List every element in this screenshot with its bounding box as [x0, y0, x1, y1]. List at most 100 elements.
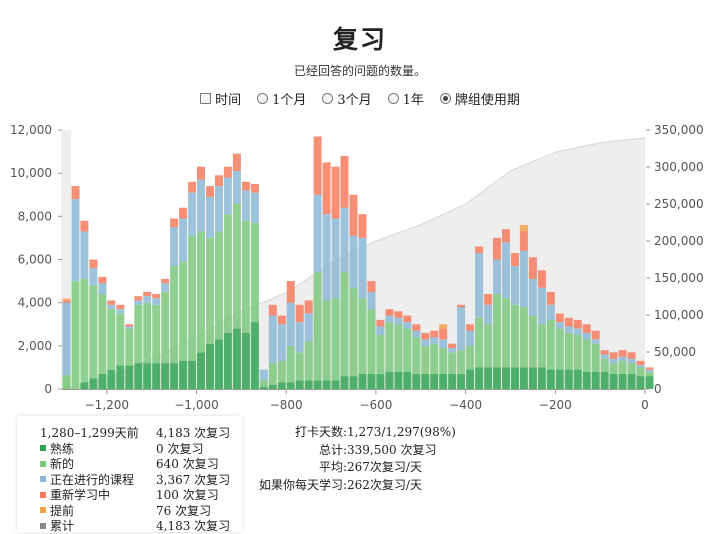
bar-segment-mature	[241, 332, 250, 389]
range-option-time[interactable]: 时间	[200, 89, 241, 108]
tooltip-row-label: 累计	[50, 519, 75, 534]
bar-segment-young	[170, 266, 179, 364]
bar-segment-young	[197, 231, 205, 353]
bar-segment-learning	[618, 356, 627, 361]
y2-tick-label: 50,000	[654, 345, 696, 359]
bar-segment-young	[232, 203, 241, 329]
bar-segment-relearn	[448, 343, 457, 348]
chart-subtitle: 已经回答的问题的数量。	[293, 64, 426, 78]
checkbox-icon[interactable]	[200, 93, 212, 104]
stat-value: 267次复习/天	[347, 460, 422, 474]
bar-segment-relearn	[358, 214, 367, 238]
bar-segment-learning	[367, 291, 376, 310]
bar-segment-young	[286, 345, 295, 383]
bar-segment-mature	[493, 367, 501, 389]
bar-segment-relearn	[484, 294, 493, 305]
bar-segment-young	[125, 328, 134, 366]
bar-segment-mature	[502, 367, 510, 389]
bar-segment-mature	[394, 371, 403, 389]
bar-segment-relearn	[582, 324, 591, 333]
range-option-label: 牌组使用期	[454, 93, 520, 108]
bar-segment-relearn	[475, 246, 484, 253]
bar-segment-learning	[466, 330, 475, 346]
bar-segment-early	[519, 225, 528, 232]
bar-segment-learning	[161, 283, 170, 292]
radio-icon[interactable]	[257, 93, 269, 104]
bar-segment-learning	[439, 339, 448, 348]
tooltip-row-cumulative: 累计 4,183 次复习	[40, 518, 236, 534]
bar-segment-relearn	[295, 304, 304, 323]
bar-segment-learning	[331, 218, 340, 299]
bar-segment-relearn	[546, 291, 555, 305]
learning-swatch	[40, 476, 46, 483]
radio-selected-icon[interactable]	[439, 93, 451, 104]
bar-segment-relearn	[537, 270, 546, 288]
range-option-3-months[interactable]: 3个月	[322, 89, 372, 108]
bar-segment-relearn	[215, 175, 223, 187]
range-option-1-year[interactable]: 1年	[387, 89, 424, 108]
bar-segment-mature	[511, 367, 519, 389]
bar-segment-mature	[161, 363, 170, 389]
tooltip-row-value: 76 次复习	[156, 503, 212, 518]
tooltip-row-label: 正在进行的课程	[50, 472, 135, 487]
bar-segment-relearn	[340, 155, 349, 208]
y-tick-label: 8,000	[18, 209, 52, 223]
tooltip-row-young: 新的 640 次复习	[40, 456, 236, 472]
bar-segment-learning	[206, 196, 214, 238]
bar-segment-mature	[188, 360, 197, 389]
bar-segment-relearn	[161, 278, 170, 284]
range-option-1-month[interactable]: 1个月	[257, 89, 306, 108]
bar-segment-learning	[609, 358, 618, 364]
radio-icon[interactable]	[322, 93, 334, 104]
bar-segment-mature	[358, 373, 367, 389]
bar-segment-learning	[484, 304, 493, 325]
bar-segment-young	[475, 317, 484, 368]
bar-segment-young	[215, 231, 223, 340]
bar-segment-mature	[232, 328, 241, 389]
bar-segment-learning	[322, 214, 331, 301]
radio-icon[interactable]	[387, 93, 399, 104]
bar-segment-relearn	[564, 317, 573, 327]
bar-segment-learning	[475, 253, 484, 318]
stat-days-studied: 打卡天数: 1,273/1,297(98%)	[250, 424, 456, 442]
tooltip-row-value: 640 次复习	[156, 457, 219, 472]
range-option-deck-life[interactable]: 牌组使用期	[439, 89, 520, 108]
bar-segment-mature	[134, 363, 143, 389]
bar-segment-young	[304, 341, 313, 381]
bar-segment-mature	[412, 373, 421, 389]
bar-segment-young	[412, 337, 421, 374]
bar-segment-relearn	[645, 367, 654, 370]
bar-segment-mature	[528, 367, 537, 389]
bar-segment-mature	[80, 382, 89, 389]
bar-segment-young	[618, 360, 627, 374]
bar-segment-young	[448, 352, 457, 374]
bar-segment-relearn	[197, 166, 205, 180]
bar-segment-relearn	[412, 324, 421, 331]
bar-segment-relearn	[502, 229, 510, 243]
tooltip-header-label: 1,280–1,299天前	[40, 426, 139, 441]
cumulative-swatch	[40, 522, 46, 529]
bar-segment-learning	[116, 309, 125, 314]
y2-tick-label: 150,000	[654, 271, 704, 285]
bar-segment-relearn	[179, 207, 188, 219]
bar-segment-young	[564, 332, 573, 370]
bar-segment-young	[295, 352, 304, 381]
bar-segment-learning	[394, 317, 403, 325]
reviews-chart[interactable]: 0 2,000 4,000 6,000 8,000 10,000 12,000 0 50,000…	[0, 118, 720, 418]
review-stats: 打卡天数: 1,273/1,297(98%) 总计: 339,500 次复习 平…	[250, 424, 456, 494]
bar-segment-relearn	[143, 291, 152, 297]
bar-segment-learning	[376, 326, 385, 335]
bar-segment-relearn	[107, 300, 116, 305]
stat-total: 总计: 339,500 次复习	[250, 442, 456, 460]
bar-segment-young	[259, 380, 268, 387]
bar-segment-learning	[340, 207, 349, 273]
y2-tick-label: 200,000	[654, 234, 704, 248]
bar-segment-relearn	[134, 296, 143, 301]
bar-segment-relearn	[188, 181, 197, 193]
early-swatch	[40, 507, 46, 514]
range-selector: 时间 1个月 3个月 1年 牌组使用期	[0, 89, 720, 108]
bar-segment-mature	[448, 373, 457, 389]
bar-segment-mature	[636, 376, 645, 389]
x-tick-label: −200	[539, 398, 572, 412]
bar-segment-young	[98, 294, 107, 374]
